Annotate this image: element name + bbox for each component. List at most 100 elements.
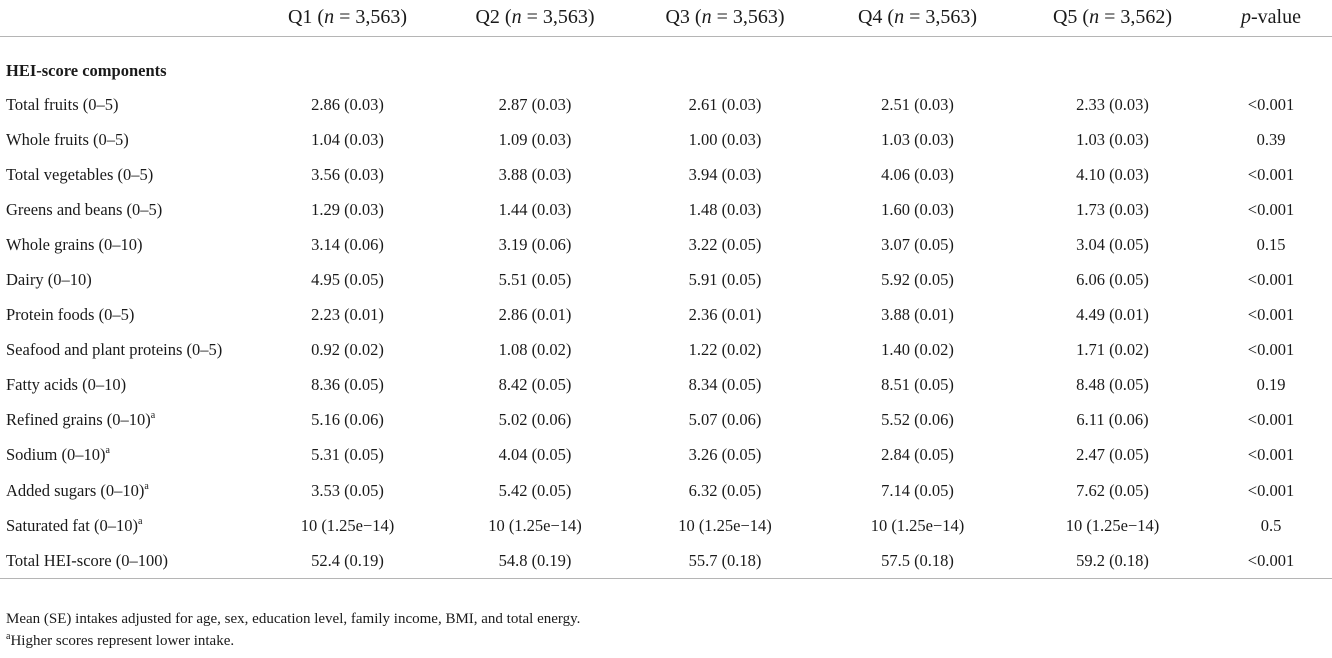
table-row: Dairy (0–10) 4.95 (0.05) 5.51 (0.05) 5.91 (… bbox=[0, 262, 1332, 297]
table-header: Q1 (n = 3,563) Q2 (n = 3,563) Q3 (n = 3,56… bbox=[0, 0, 1332, 37]
cell-q1: 52.4 (0.19) bbox=[255, 543, 440, 580]
row-label: Seafood and plant proteins (0–5) bbox=[0, 333, 255, 368]
header-q2-suffix: ) bbox=[587, 5, 595, 28]
cell-q2: 2.86 (0.01) bbox=[498, 305, 572, 325]
cell-q2: 3.19 (0.06) bbox=[498, 234, 572, 254]
footnote-a: aHigher scores represent lower intake. bbox=[6, 630, 580, 652]
cell-q1: 5.16 (0.06) bbox=[311, 410, 384, 430]
cell-q3: 3.26 (0.05) bbox=[688, 445, 762, 465]
row-label: Fatty acids (0–10) bbox=[0, 368, 255, 403]
cell-p: <0.001 bbox=[1247, 164, 1295, 184]
column-header-q1: Q1 (n = 3,563) bbox=[255, 0, 440, 37]
column-header-q3: Q3 (n = 3,563) bbox=[630, 0, 820, 37]
table-row: Greens and beans (0–5) 1.29 (0.03) 1.44 (0… bbox=[0, 192, 1332, 227]
cell-q3: 2.36 (0.01) bbox=[688, 305, 762, 325]
cell-q2: 54.8 (0.19) bbox=[440, 543, 630, 580]
table-row: Total HEI-score (0–100) 52.4 (0.19) 54.8 (… bbox=[0, 543, 1332, 580]
cell-q4: 1.40 (0.02) bbox=[881, 340, 954, 360]
cell-q1: 10 (1.25e−14) bbox=[300, 515, 395, 535]
cell-q5: 59.2 (0.18) bbox=[1015, 543, 1210, 580]
column-header-p: p-value bbox=[1210, 0, 1332, 37]
cell-q2: 10 (1.25e−14) bbox=[488, 515, 582, 535]
cell-q4: 3.88 (0.01) bbox=[881, 305, 954, 325]
cell-q3: 5.91 (0.05) bbox=[688, 270, 762, 290]
cell-q3: 1.48 (0.03) bbox=[688, 199, 762, 219]
table-row: Sodium (0–10)a 5.31 (0.05) 4.04 (0.05) 3.26… bbox=[0, 438, 1332, 473]
section-row: HEI-score components bbox=[0, 37, 1332, 88]
header-q1-n-var: n bbox=[324, 5, 335, 28]
cell-q1: 3.14 (0.06) bbox=[311, 234, 384, 254]
cell-q4: 3.07 (0.05) bbox=[881, 234, 954, 254]
row-label: Dairy (0–10) bbox=[0, 262, 255, 297]
header-q2-eq: = 3,563 bbox=[521, 5, 588, 28]
header-q1-eq: = 3,563 bbox=[334, 5, 401, 28]
cell-q2: 4.04 (0.05) bbox=[498, 445, 572, 465]
row-label: Total fruits (0–5) bbox=[0, 87, 255, 122]
row-label: Sodium (0–10)a bbox=[0, 438, 255, 473]
footnote-marker: a bbox=[144, 480, 149, 492]
header-q1-prefix: Q1 ( bbox=[287, 5, 325, 28]
column-header-label bbox=[0, 0, 255, 37]
footnote-a-text: Higher scores represent lower intake. bbox=[10, 633, 235, 649]
header-q5-prefix: Q5 ( bbox=[1052, 5, 1090, 28]
table-row: Whole grains (0–10) 3.14 (0.06) 3.19 (0.06… bbox=[0, 227, 1332, 262]
cell-q2: 5.42 (0.05) bbox=[498, 480, 572, 500]
header-q3-n-var: n bbox=[701, 5, 712, 28]
cell-q3: 3.22 (0.05) bbox=[688, 234, 762, 254]
cell-q4: 8.51 (0.05) bbox=[881, 375, 954, 395]
row-label: Protein foods (0–5) bbox=[0, 298, 255, 333]
cell-q4: 57.5 (0.18) bbox=[820, 543, 1015, 580]
cell-q2: 1.09 (0.03) bbox=[498, 129, 572, 149]
header-q4-prefix: Q4 ( bbox=[857, 5, 895, 28]
cell-q1: 2.86 (0.03) bbox=[311, 94, 384, 114]
footnote-marker: a bbox=[150, 410, 156, 422]
row-label-text: Sodium (0–10) bbox=[6, 445, 106, 465]
cell-p: 0.39 bbox=[1256, 129, 1286, 149]
cell-q5: 2.33 (0.03) bbox=[1076, 94, 1149, 114]
header-q2-prefix: Q2 ( bbox=[475, 5, 512, 28]
row-label-text: Saturated fat (0–10) bbox=[6, 515, 138, 535]
cell-q3: 10 (1.25e−14) bbox=[678, 515, 772, 535]
row-label-text: Whole fruits (0–5) bbox=[6, 129, 129, 149]
section-title: HEI-score components bbox=[6, 61, 167, 80]
cell-q1: 1.29 (0.03) bbox=[311, 199, 384, 219]
table-row: Total vegetables (0–5) 3.56 (0.03) 3.88 (0… bbox=[0, 157, 1332, 192]
footnote-adjustment: Mean (SE) intakes adjusted for age, sex,… bbox=[6, 611, 581, 627]
cell-q2: 3.88 (0.03) bbox=[498, 164, 572, 184]
header-q5-suffix: ) bbox=[1165, 5, 1173, 28]
cell-p: <0.001 bbox=[1247, 270, 1295, 290]
cell-q2: 5.02 (0.06) bbox=[498, 410, 572, 430]
cell-q1: 4.95 (0.05) bbox=[311, 270, 384, 290]
cell-q1: 1.04 (0.03) bbox=[311, 129, 384, 149]
cell-q3: 8.34 (0.05) bbox=[688, 375, 762, 395]
header-q2-n-var: n bbox=[511, 5, 522, 28]
header-q1-suffix: ) bbox=[400, 5, 408, 28]
cell-q4: 1.03 (0.03) bbox=[881, 129, 954, 149]
cell-q4: 7.14 (0.05) bbox=[881, 480, 954, 500]
row-label: Added sugars (0–10)a bbox=[0, 473, 255, 508]
cell-q1: 0.92 (0.02) bbox=[311, 340, 384, 360]
header-q5-eq: = 3,562 bbox=[1099, 5, 1166, 28]
cell-q4: 4.06 (0.03) bbox=[881, 164, 954, 184]
cell-q3: 2.61 (0.03) bbox=[688, 94, 762, 114]
cell-q5: 1.03 (0.03) bbox=[1076, 129, 1149, 149]
cell-q3: 1.22 (0.02) bbox=[688, 340, 762, 360]
table-row: Total fruits (0–5) 2.86 (0.03) 2.87 (0.03)… bbox=[0, 87, 1332, 122]
row-label-text: Total vegetables (0–5) bbox=[6, 164, 154, 184]
cell-p: <0.001 bbox=[1210, 543, 1332, 580]
cell-q3: 3.94 (0.03) bbox=[688, 164, 762, 184]
cell-p: 0.19 bbox=[1256, 375, 1286, 395]
column-header-q4: Q4 (n = 3,563) bbox=[820, 0, 1015, 37]
cell-q3: 5.07 (0.06) bbox=[688, 410, 762, 430]
header-q5-n-var: n bbox=[1089, 5, 1100, 28]
cell-q1: 2.23 (0.01) bbox=[311, 305, 384, 325]
table-row: Saturated fat (0–10)a 10 (1.25e−14) 10 (1.… bbox=[0, 508, 1332, 543]
row-label: Whole fruits (0–5) bbox=[0, 122, 255, 157]
cell-q5: 4.49 (0.01) bbox=[1076, 305, 1149, 325]
row-label-text: Total HEI-score (0–100) bbox=[6, 550, 168, 570]
footnote-marker: a bbox=[137, 515, 143, 527]
row-label-text: Added sugars (0–10) bbox=[6, 480, 145, 500]
cell-q2: 1.44 (0.03) bbox=[498, 199, 572, 219]
cell-q5: 6.11 (0.06) bbox=[1076, 410, 1149, 430]
cell-p: <0.001 bbox=[1247, 199, 1295, 219]
